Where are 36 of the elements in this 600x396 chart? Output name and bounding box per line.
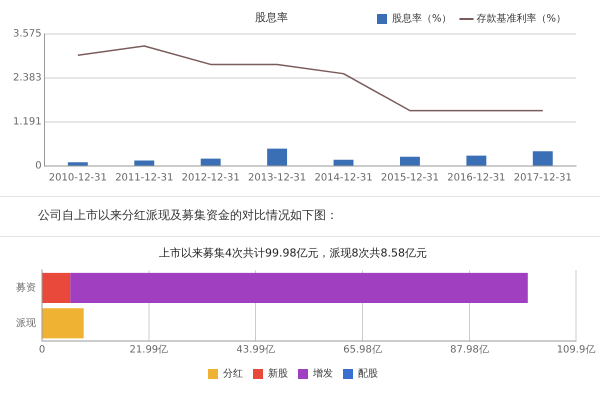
text: 公司自上市以来分红派现及募集资金的对比情况如下图：	[0, 196, 600, 237]
bar	[400, 156, 420, 166]
bar	[68, 162, 88, 166]
x-tick-label: 43.99亿	[236, 344, 276, 356]
bar	[200, 158, 221, 166]
legend-label: 增发	[312, 368, 333, 380]
legend-label: 股息率（%）	[392, 12, 452, 25]
x-tick-label: 2015-12-31	[380, 172, 440, 184]
x-tick-label: 2014-12-31	[314, 172, 373, 184]
bar	[334, 160, 354, 166]
y-tick-label: 募资	[16, 281, 36, 294]
bar	[532, 151, 553, 166]
bar	[134, 160, 154, 166]
y-tick-label: 0	[35, 160, 42, 172]
x-tick-label: 2013-12-31	[248, 172, 306, 184]
legend-label: 新股	[268, 368, 288, 380]
bar	[267, 148, 288, 166]
x-tick-label: 21.99亿	[130, 344, 168, 356]
y-tick-label: 1.191	[12, 116, 42, 128]
legend-label: 配股	[358, 368, 378, 380]
chart-title: 上市以来募集4次共计99.98亿元，派现8次共8.58亿元	[159, 246, 427, 260]
y-tick-label: 2.383	[12, 72, 42, 84]
x-tick-label: 87.98亿	[450, 344, 489, 356]
x-tick-label: 65.98亿	[343, 344, 382, 356]
x-tick-label: 2012-12-31	[182, 172, 240, 184]
x-tick-label: 2016-12-31	[447, 172, 506, 184]
bar	[466, 156, 486, 166]
x-tick-label: 2010-12-31	[48, 172, 107, 184]
y-tick-label: 派现	[16, 316, 36, 329]
chart-title: 股息率	[255, 10, 288, 25]
x-tick-label: 109.9亿	[556, 344, 596, 356]
x-tick-label: 2017-12-31	[514, 172, 572, 184]
x-tick-label: 2011-12-31	[115, 172, 174, 184]
y-tick-label: 3.575	[12, 28, 42, 40]
legend-label: 分红	[223, 368, 243, 380]
legend-label: 存款基准利率（%）	[476, 12, 566, 25]
